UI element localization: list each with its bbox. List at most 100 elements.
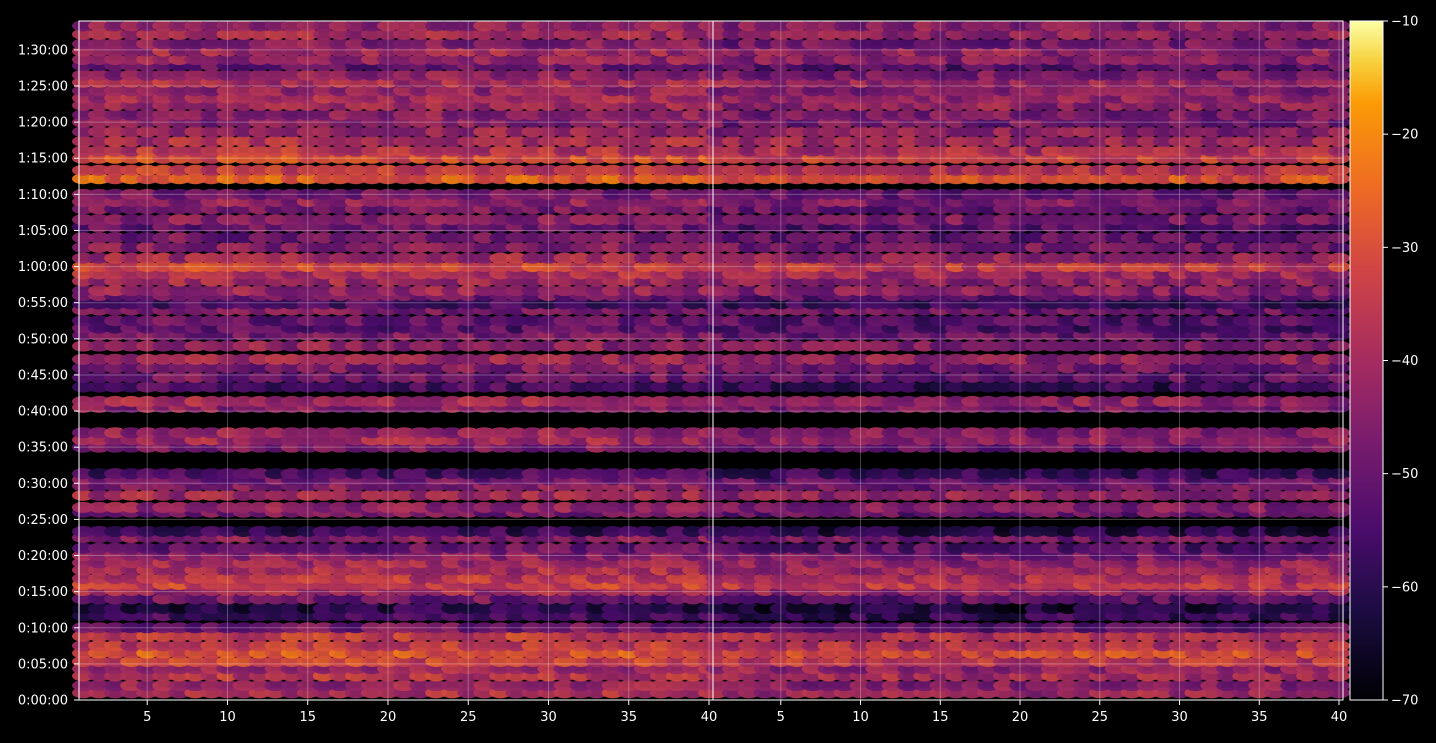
heat-cell (425, 489, 448, 501)
heat-cell (537, 680, 560, 692)
heat-cell (585, 622, 608, 634)
heat-cell (344, 501, 367, 513)
heat-cell (360, 640, 383, 652)
heat-cell (168, 680, 191, 692)
heat-cell (441, 501, 464, 513)
heat-cell (296, 640, 319, 652)
heat-cell (457, 640, 480, 652)
heat-cell (312, 655, 335, 667)
heat-cell (665, 630, 688, 642)
heat-cell (296, 501, 319, 513)
heat-cell (72, 572, 94, 584)
heat-cell (344, 489, 367, 501)
heat-cell (360, 622, 383, 634)
heat-cell (457, 489, 480, 501)
heatmap-panel-left (72, 20, 720, 700)
heat-cell (312, 640, 335, 652)
heat-cell (569, 572, 592, 584)
heat-cell (136, 630, 159, 642)
heat-cell (88, 501, 111, 513)
heat-cell (296, 680, 319, 692)
heat-cell (248, 501, 271, 513)
heat-cell (104, 525, 127, 537)
heat-cell (457, 468, 480, 480)
heat-cell (585, 542, 608, 554)
heat-cell (441, 468, 464, 480)
heat-cell (521, 525, 544, 537)
heat-cell (601, 542, 624, 554)
heat-cell (328, 655, 351, 667)
heat-cell (457, 593, 480, 605)
heat-cell (72, 630, 94, 642)
heat-cell (184, 468, 207, 480)
heat-cell (473, 630, 496, 642)
heat-cell (505, 468, 528, 480)
heat-cell (601, 593, 624, 605)
heat-cell (248, 603, 271, 615)
heat-cell (360, 525, 383, 537)
heat-cell (505, 655, 528, 667)
heat-cell (328, 542, 351, 554)
heat-cell (569, 603, 592, 615)
heat-cell (264, 468, 287, 480)
heat-cell (168, 501, 191, 513)
heat-cell (200, 680, 223, 692)
heat-cell (489, 501, 512, 513)
heat-cell (344, 630, 367, 642)
heat-cell (553, 501, 576, 513)
heat-cell (88, 603, 111, 615)
heat-cell (248, 468, 271, 480)
heat-cell (328, 622, 351, 634)
heat-cell (393, 489, 416, 501)
heat-cell (344, 680, 367, 692)
heat-cell (312, 489, 335, 501)
heat-cell (425, 525, 448, 537)
heat-cell (344, 468, 367, 480)
heat-cell (425, 680, 448, 692)
heat-cell (457, 603, 480, 615)
heat-cell (216, 603, 239, 615)
heat-cell (216, 640, 239, 652)
heat-cell (681, 525, 704, 537)
heat-cell (120, 489, 143, 501)
heat-cell (553, 593, 576, 605)
heat-cell (649, 655, 672, 667)
heat-cell (617, 489, 640, 501)
heat-cell (152, 640, 175, 652)
heat-cell (569, 655, 592, 667)
heat-cell (248, 572, 271, 584)
heat-cell (505, 501, 528, 513)
heat-cell (505, 542, 528, 554)
heat-cell (425, 468, 448, 480)
heat-cell (393, 655, 416, 667)
heat-cell (601, 572, 624, 584)
heat-cell (617, 640, 640, 652)
heat-cell (216, 542, 239, 554)
heat-cell (681, 622, 704, 634)
heat-cell (505, 630, 528, 642)
heat-cell (665, 655, 688, 667)
heat-cell (248, 655, 271, 667)
heat-cell (376, 630, 399, 642)
heat-cell (521, 622, 544, 634)
heat-cell (649, 542, 672, 554)
heat-cell (409, 630, 432, 642)
heat-cell (168, 622, 191, 634)
heat-cell (88, 655, 111, 667)
heat-cell (393, 640, 416, 652)
heat-cell (473, 501, 496, 513)
heat-cell (264, 630, 287, 642)
heat-cell (280, 655, 303, 667)
heat-cell (585, 525, 608, 537)
heat-cell (232, 489, 255, 501)
heat-cell (232, 603, 255, 615)
heat-cell (633, 501, 656, 513)
heat-cell (393, 525, 416, 537)
heat-cell (473, 680, 496, 692)
heat-cell (457, 525, 480, 537)
heat-cell (200, 501, 223, 513)
heat-cell (152, 542, 175, 554)
heat-cell (264, 501, 287, 513)
heat-cell (216, 680, 239, 692)
heat-cell (489, 603, 512, 615)
